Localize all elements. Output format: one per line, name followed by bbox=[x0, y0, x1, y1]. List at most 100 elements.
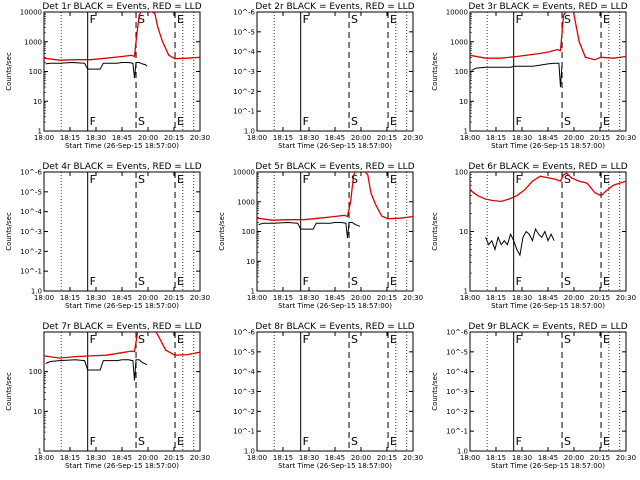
y-tick-label: 10^-2 bbox=[233, 88, 255, 96]
marker-label-top-s: S bbox=[351, 333, 358, 346]
x-tick-label: 20:00 bbox=[351, 294, 371, 302]
x-tick-label: 20:30 bbox=[190, 134, 210, 142]
y-tick-label: 100 bbox=[29, 68, 42, 76]
x-tick-label: 18:45 bbox=[538, 134, 558, 142]
marker-label-top-s: S bbox=[564, 173, 571, 186]
y-tick-label: 10000 bbox=[446, 9, 468, 17]
y-tick-label: 10 bbox=[459, 98, 468, 106]
marker-label-top-s: S bbox=[138, 13, 145, 26]
y-tick-label: 10000 bbox=[233, 169, 255, 177]
y-tick-label: 100 bbox=[242, 228, 255, 236]
series-events bbox=[45, 61, 148, 79]
x-tick-label: 20:00 bbox=[564, 454, 584, 462]
x-tick-label: 20:00 bbox=[351, 134, 371, 142]
plot-frame bbox=[469, 11, 627, 132]
marker-label-top-e: E bbox=[177, 173, 184, 186]
y-tick-label: 10 bbox=[33, 408, 42, 416]
x-tick-label: 20:30 bbox=[616, 454, 636, 462]
marker-label-f: F bbox=[516, 115, 522, 128]
y-tick-label: 10^-6 bbox=[233, 329, 255, 337]
x-tick-label: 18:00 bbox=[460, 294, 480, 302]
y-tick-label: 10^-5 bbox=[233, 348, 255, 356]
x-tick-label: 20:30 bbox=[403, 134, 423, 142]
marker-label-e: E bbox=[177, 275, 184, 288]
panel-title: Det 6r BLACK = Events, RED = LLD bbox=[468, 162, 627, 172]
marker-label-top-e: E bbox=[177, 333, 184, 346]
x-tick-label: 20:15 bbox=[590, 454, 610, 462]
panel-title: Det 8r BLACK = Events, RED = LLD bbox=[255, 322, 414, 332]
marker-label-top-s: S bbox=[564, 13, 571, 26]
x-tick-label: 18:45 bbox=[325, 454, 345, 462]
y-tick-label: 1.0 bbox=[244, 128, 255, 136]
x-tick-label: 18:45 bbox=[538, 454, 558, 462]
x-tick-label: 18:45 bbox=[112, 454, 132, 462]
series-lld bbox=[470, 172, 626, 203]
y-tick-label: 100 bbox=[455, 169, 468, 177]
panel-det-5: Det 5r BLACK = Events, RED = LLD 1 10 100 10… bbox=[218, 162, 423, 310]
series-lld bbox=[44, 332, 200, 359]
x-tick-label: 18:00 bbox=[460, 134, 480, 142]
x-tick-label: 18:00 bbox=[34, 134, 54, 142]
x-axis-label: Start Time (26-Sep-15 18:57:00) bbox=[491, 462, 605, 470]
x-tick-label: 18:15 bbox=[273, 134, 293, 142]
x-tick-label: 18:00 bbox=[34, 454, 54, 462]
marker-label-top-e: E bbox=[390, 13, 397, 26]
x-tick-label: 18:30 bbox=[512, 134, 532, 142]
marker-label-s: S bbox=[351, 435, 358, 448]
marker-label-top-e: E bbox=[603, 13, 610, 26]
y-tick-label: 1.0 bbox=[244, 448, 255, 456]
marker-label-top-f: F bbox=[516, 333, 522, 346]
series-events bbox=[485, 227, 555, 257]
x-tick-label: 18:45 bbox=[112, 294, 132, 302]
plot-frame bbox=[469, 171, 627, 292]
x-tick-label: 18:15 bbox=[60, 134, 80, 142]
panel-det-6: Det 6r BLACK = Events, RED = LLD 1 10 100 Co… bbox=[431, 162, 636, 310]
marker-label-top-s: S bbox=[564, 333, 571, 346]
y-tick-label: 1 bbox=[464, 288, 468, 296]
x-tick-label: 20:00 bbox=[138, 294, 158, 302]
panel-title: Det 2r BLACK = Events, RED = LLD bbox=[255, 2, 414, 12]
marker-label-s: S bbox=[564, 275, 571, 288]
panel-det-8: Det 8r BLACK = Events, RED = LLD 1.0 10^-1… bbox=[233, 322, 423, 470]
x-tick-label: 18:00 bbox=[247, 294, 267, 302]
marker-label-s: S bbox=[138, 115, 145, 128]
series-lld bbox=[44, 12, 200, 61]
y-tick-label: 10000 bbox=[20, 9, 42, 17]
marker-label-s: S bbox=[351, 275, 358, 288]
y-tick-label: 10 bbox=[459, 228, 468, 236]
marker-label-top-f: F bbox=[303, 173, 309, 186]
x-tick-label: 20:30 bbox=[190, 294, 210, 302]
y-tick-label: 10^-3 bbox=[20, 228, 42, 236]
y-axis-label: Counts/sec bbox=[5, 372, 13, 411]
marker-label-s: S bbox=[138, 435, 145, 448]
x-tick-label: 20:15 bbox=[590, 294, 610, 302]
plot-frame bbox=[43, 171, 201, 292]
marker-label-top-f: F bbox=[90, 13, 96, 26]
y-axis-label: Counts/sec bbox=[218, 212, 226, 251]
y-tick-label: 10 bbox=[246, 258, 255, 266]
y-tick-label: 10^-1 bbox=[20, 268, 42, 276]
series-events bbox=[258, 221, 361, 239]
series-lld bbox=[257, 172, 413, 221]
x-tick-label: 20:30 bbox=[403, 454, 423, 462]
y-tick-label: 1 bbox=[38, 448, 42, 456]
panel-title: Det 1r BLACK = Events, RED = LLD bbox=[42, 2, 201, 12]
y-tick-label: 100 bbox=[29, 368, 42, 376]
panel-title: Det 5r BLACK = Events, RED = LLD bbox=[255, 162, 414, 172]
y-tick-label: 10^-5 bbox=[233, 28, 255, 36]
x-tick-label: 18:15 bbox=[60, 454, 80, 462]
x-tick-label: 20:00 bbox=[138, 454, 158, 462]
y-tick-label: 10^-4 bbox=[20, 208, 42, 216]
x-tick-label: 20:00 bbox=[138, 134, 158, 142]
x-tick-label: 18:15 bbox=[486, 294, 506, 302]
x-tick-label: 20:15 bbox=[164, 294, 184, 302]
marker-label-f: F bbox=[90, 435, 96, 448]
marker-label-f: F bbox=[90, 115, 96, 128]
y-tick-label: 10^-3 bbox=[233, 68, 255, 76]
x-tick-label: 18:45 bbox=[538, 294, 558, 302]
marker-label-top-f: F bbox=[303, 333, 309, 346]
x-axis-label: Start Time (26-Sep-15 18:57:00) bbox=[278, 462, 392, 470]
x-tick-label: 18:30 bbox=[512, 294, 532, 302]
x-tick-label: 18:15 bbox=[486, 134, 506, 142]
x-tick-label: 18:15 bbox=[60, 294, 80, 302]
